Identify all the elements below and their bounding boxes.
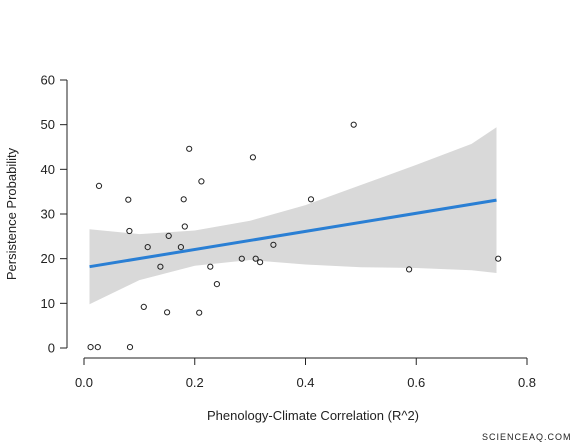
y-tick-label: 0 bbox=[48, 341, 55, 356]
data-point bbox=[140, 303, 147, 310]
data-point bbox=[126, 227, 133, 235]
data-point bbox=[213, 281, 220, 288]
x-tick-label: 0.4 bbox=[296, 375, 314, 390]
plot-area bbox=[87, 121, 502, 351]
y-tick-label: 30 bbox=[41, 207, 55, 222]
data-point bbox=[350, 121, 357, 128]
confidence-band bbox=[89, 127, 497, 305]
data-points bbox=[87, 121, 502, 351]
data-point bbox=[270, 241, 277, 248]
data-point bbox=[249, 154, 256, 161]
x-axis-title: Phenology-Climate Correlation (R^2) bbox=[207, 408, 419, 423]
data-point bbox=[196, 309, 203, 316]
data-point bbox=[125, 196, 132, 203]
data-point bbox=[495, 255, 502, 262]
data-point bbox=[94, 344, 101, 351]
data-point bbox=[164, 309, 171, 316]
data-point bbox=[87, 344, 94, 351]
y-tick-label: 20 bbox=[41, 251, 55, 266]
x-tick-label: 0.6 bbox=[407, 375, 425, 390]
data-point bbox=[307, 196, 315, 203]
data-point bbox=[257, 259, 264, 266]
data-point bbox=[157, 263, 164, 270]
data-point bbox=[181, 223, 188, 230]
data-point bbox=[207, 263, 214, 270]
regression-line bbox=[89, 198, 497, 269]
data-point bbox=[95, 182, 103, 189]
x-tick-label: 0.8 bbox=[518, 375, 536, 390]
y-axis-title: Persistence Probability bbox=[4, 147, 19, 280]
y-axis: 0 10 20 30 40 50 60 bbox=[41, 73, 68, 356]
data-point bbox=[186, 145, 193, 152]
data-point bbox=[126, 344, 134, 351]
data-point bbox=[238, 255, 245, 262]
data-point bbox=[180, 196, 187, 203]
data-point bbox=[165, 232, 172, 239]
data-point bbox=[406, 266, 413, 273]
x-tick-label: 0.2 bbox=[186, 375, 204, 390]
watermark: SCIENCEAQ.COM bbox=[482, 432, 572, 442]
data-point bbox=[177, 244, 184, 251]
data-point bbox=[198, 178, 205, 185]
y-tick-label: 40 bbox=[41, 162, 55, 177]
y-tick-label: 50 bbox=[41, 117, 55, 132]
data-point bbox=[252, 255, 259, 262]
x-tick-label: 0.0 bbox=[75, 375, 93, 390]
data-point bbox=[144, 244, 151, 251]
y-tick-label: 10 bbox=[41, 296, 55, 311]
x-axis: 0.0 0.2 0.4 0.6 0.8 bbox=[75, 357, 536, 390]
y-tick-label: 60 bbox=[41, 73, 55, 88]
